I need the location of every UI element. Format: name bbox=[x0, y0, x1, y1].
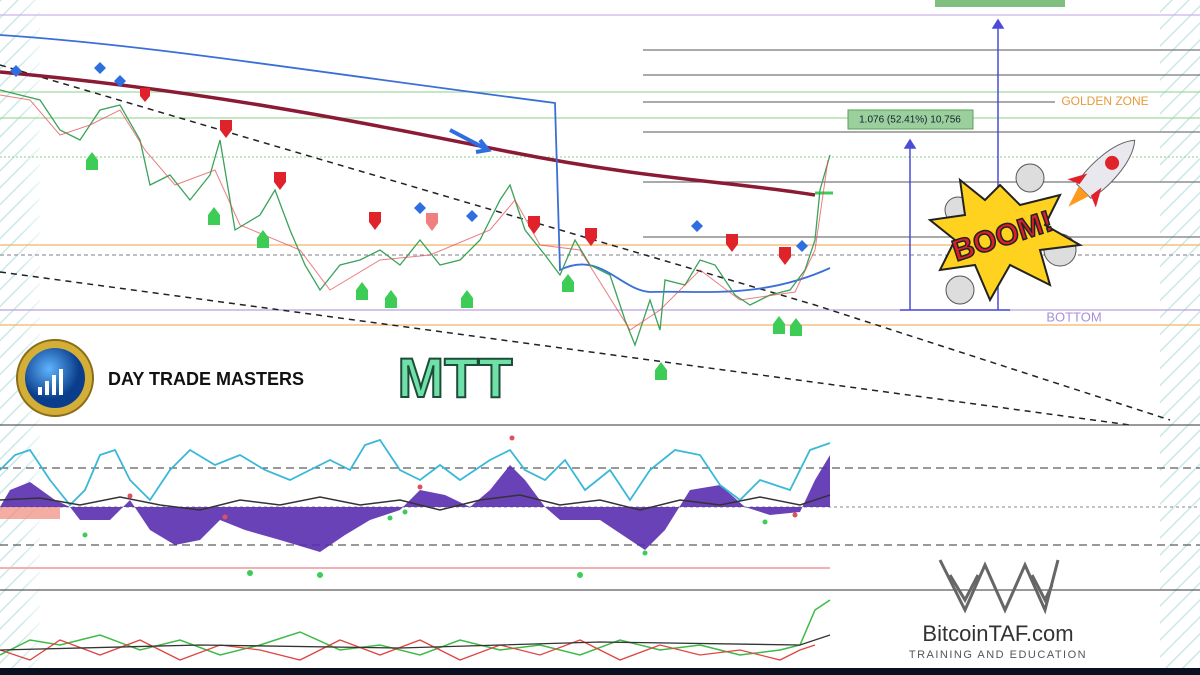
oscillator-line bbox=[0, 438, 831, 507]
site-name: BitcoinTAF.com bbox=[922, 621, 1073, 646]
stripe-right bbox=[1160, 0, 1200, 675]
signals bbox=[10, 62, 808, 380]
moving-average bbox=[0, 70, 816, 197]
tagline: TRAINING AND EDUCATION bbox=[909, 649, 1087, 661]
boom-graphic: BOOM! bbox=[927, 163, 1084, 305]
trend-line bbox=[0, 64, 1171, 421]
price-line bbox=[0, 94, 829, 331]
watermark-logo bbox=[938, 559, 1060, 615]
label-box bbox=[847, 109, 974, 130]
price-line bbox=[0, 89, 831, 347]
arrow bbox=[449, 128, 492, 154]
bottom-label: BOTTOM bbox=[1046, 309, 1101, 324]
indicator-line bbox=[0, 599, 831, 656]
signal-line bbox=[0, 494, 831, 511]
stripe-fade bbox=[20, 0, 50, 675]
indicator-line bbox=[0, 639, 816, 661]
label-box bbox=[935, 0, 1065, 7]
oscillator-area bbox=[0, 507, 60, 519]
measure-label: 1.076 (52.41%) 10,756 bbox=[859, 115, 961, 126]
indicator-name: MTT bbox=[397, 346, 512, 409]
bottom-bar bbox=[0, 668, 1200, 675]
brand-name: DAY TRADE MASTERS bbox=[108, 369, 304, 389]
moving-average bbox=[0, 34, 831, 293]
logo-bars bbox=[38, 369, 63, 395]
rocket bbox=[1067, 139, 1136, 208]
oscillator-dots bbox=[82, 509, 768, 578]
indicator-line bbox=[0, 634, 831, 651]
oscillator-dots bbox=[127, 435, 798, 520]
golden-zone-label: GOLDEN ZONE bbox=[1061, 94, 1148, 108]
trend-line bbox=[0, 271, 1131, 426]
